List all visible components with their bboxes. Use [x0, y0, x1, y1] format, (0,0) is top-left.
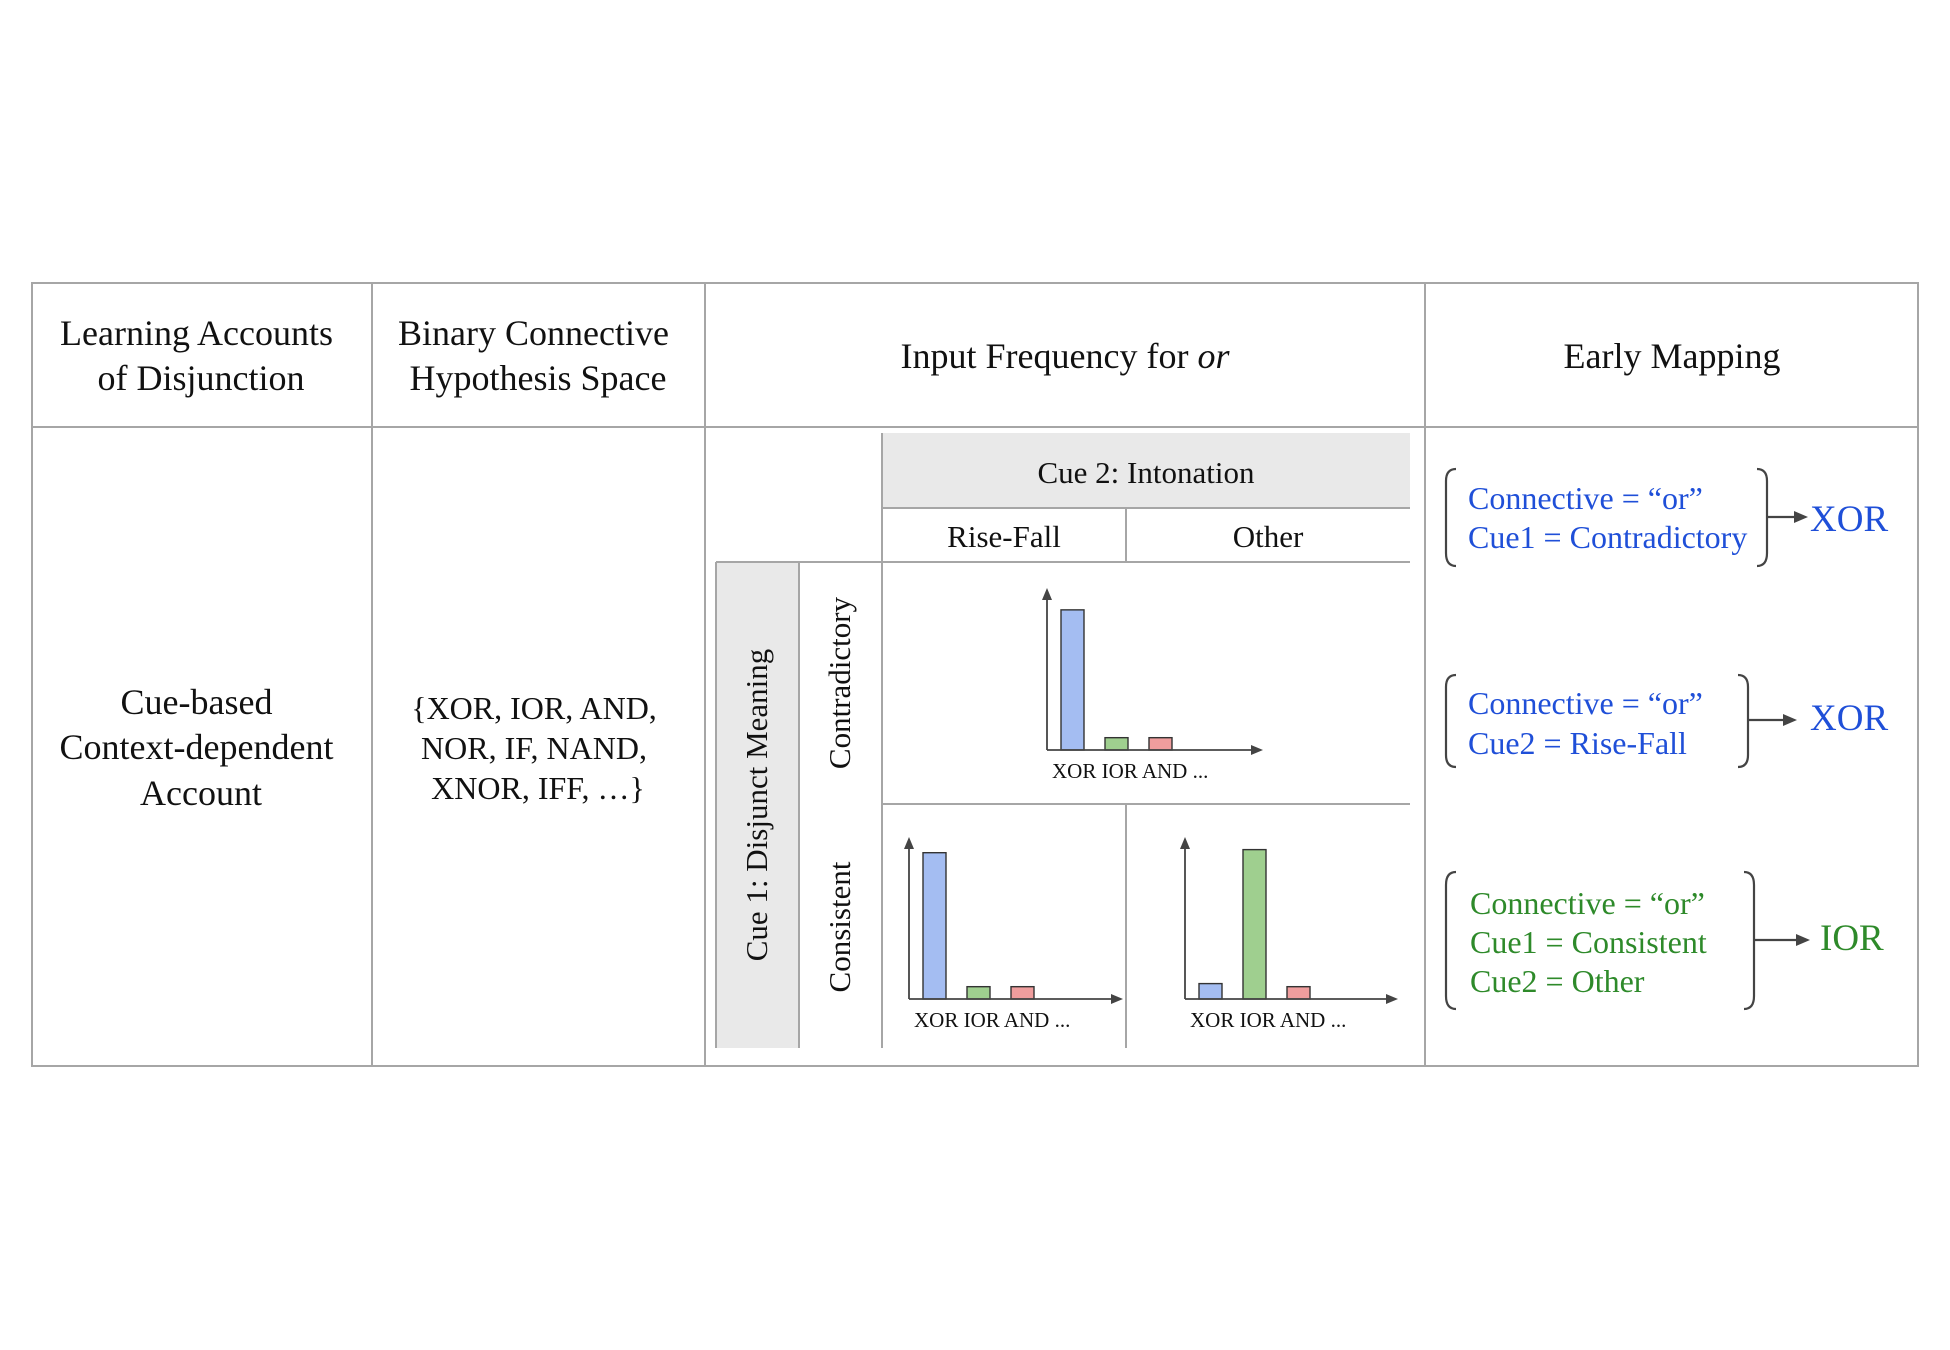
mapping-output: XOR	[1810, 499, 1888, 540]
frequency-table: Cue 2: Intonation Rise-Fall Other Cue 1:…	[715, 433, 1410, 1048]
hypothesis-space-set: {XOR, IOR, AND, NOR, IF, NAND, XNOR, IFF…	[411, 690, 665, 806]
table-grid	[31, 282, 1919, 1067]
cue1-value-contradictory: Contradictory	[822, 596, 857, 769]
bar-and	[1010, 985, 1035, 1000]
mapping-conditions: Connective = “or” Cue2 = Rise-Fall	[1468, 685, 1711, 761]
x-axis-arrow	[1251, 745, 1263, 755]
mapping-conditions: Connective = “or” Cue1 = Consistent Cue2…	[1470, 885, 1715, 999]
y-axis-arrow	[1180, 837, 1190, 849]
y-axis-arrow	[904, 837, 914, 849]
x-tick-labels: XOR IOR AND ...	[1190, 1008, 1346, 1032]
bar-and	[1286, 985, 1311, 1000]
bar-ior	[1104, 736, 1129, 751]
cue1-value-consistent: Consistent	[822, 861, 857, 992]
x-axis-arrow	[1111, 994, 1123, 1004]
header-learning-accounts: Learning Accounts of Disjunction	[60, 313, 342, 398]
bar-chart-consistent-other: XOR IOR AND ...	[1180, 837, 1398, 1032]
header-hypothesis-space: Binary Connective Hypothesis Space	[398, 313, 678, 398]
cue2-title: Cue 2: Intonation	[1038, 455, 1255, 490]
right-bracket	[1737, 673, 1750, 769]
mapping-rule-3: Connective = “or” Cue1 = Consistent Cue2…	[1444, 870, 1884, 1011]
bar-chart-consistent-rise-fall: XOR IOR AND ...	[904, 837, 1123, 1032]
arrow-head	[1796, 934, 1810, 946]
bar-ior	[966, 985, 991, 1000]
frequency-table-lines	[715, 433, 1410, 1048]
arrow-head	[1794, 511, 1808, 523]
cue2-value-rise-fall: Rise-Fall	[947, 519, 1061, 554]
header-input-frequency: Input Frequency for or	[901, 336, 1231, 376]
right-bracket	[1743, 870, 1756, 1011]
header-early-mapping: Early Mapping	[1564, 336, 1781, 376]
cue1-title: Cue 1: Disjunct Meaning	[739, 649, 774, 962]
left-bracket	[1444, 673, 1457, 769]
left-bracket	[1444, 870, 1457, 1011]
account-name: Cue-based Context-dependent Account	[60, 682, 343, 813]
right-bracket	[1756, 467, 1769, 568]
arrow-head	[1783, 714, 1797, 726]
y-axis-arrow	[1042, 588, 1052, 600]
bar-xor	[1060, 609, 1085, 751]
cue1-header-band	[716, 562, 799, 1048]
bar-xor	[1198, 982, 1223, 1000]
cue2-value-other: Other	[1233, 519, 1304, 554]
mapping-output: IOR	[1820, 918, 1884, 959]
bar-xor	[922, 852, 947, 1000]
x-tick-labels: XOR IOR AND ...	[1052, 759, 1208, 783]
mapping-rule-2: Connective = “or” Cue2 = Rise-Fall XOR	[1444, 673, 1888, 769]
left-bracket	[1444, 467, 1457, 568]
bar-ior	[1242, 848, 1267, 1000]
x-axis-arrow	[1386, 994, 1398, 1004]
bar-and	[1148, 736, 1173, 751]
cue2-header-band	[882, 433, 1410, 508]
x-tick-labels: XOR IOR AND ...	[914, 1008, 1070, 1032]
mapping-output: XOR	[1810, 698, 1888, 739]
mapping-rule-1: Connective = “or” Cue1 = Contradictory X…	[1444, 467, 1888, 568]
bar-chart-contradictory: XOR IOR AND ...	[1042, 588, 1263, 783]
mapping-conditions: Connective = “or” Cue1 = Contradictory	[1468, 480, 1747, 555]
